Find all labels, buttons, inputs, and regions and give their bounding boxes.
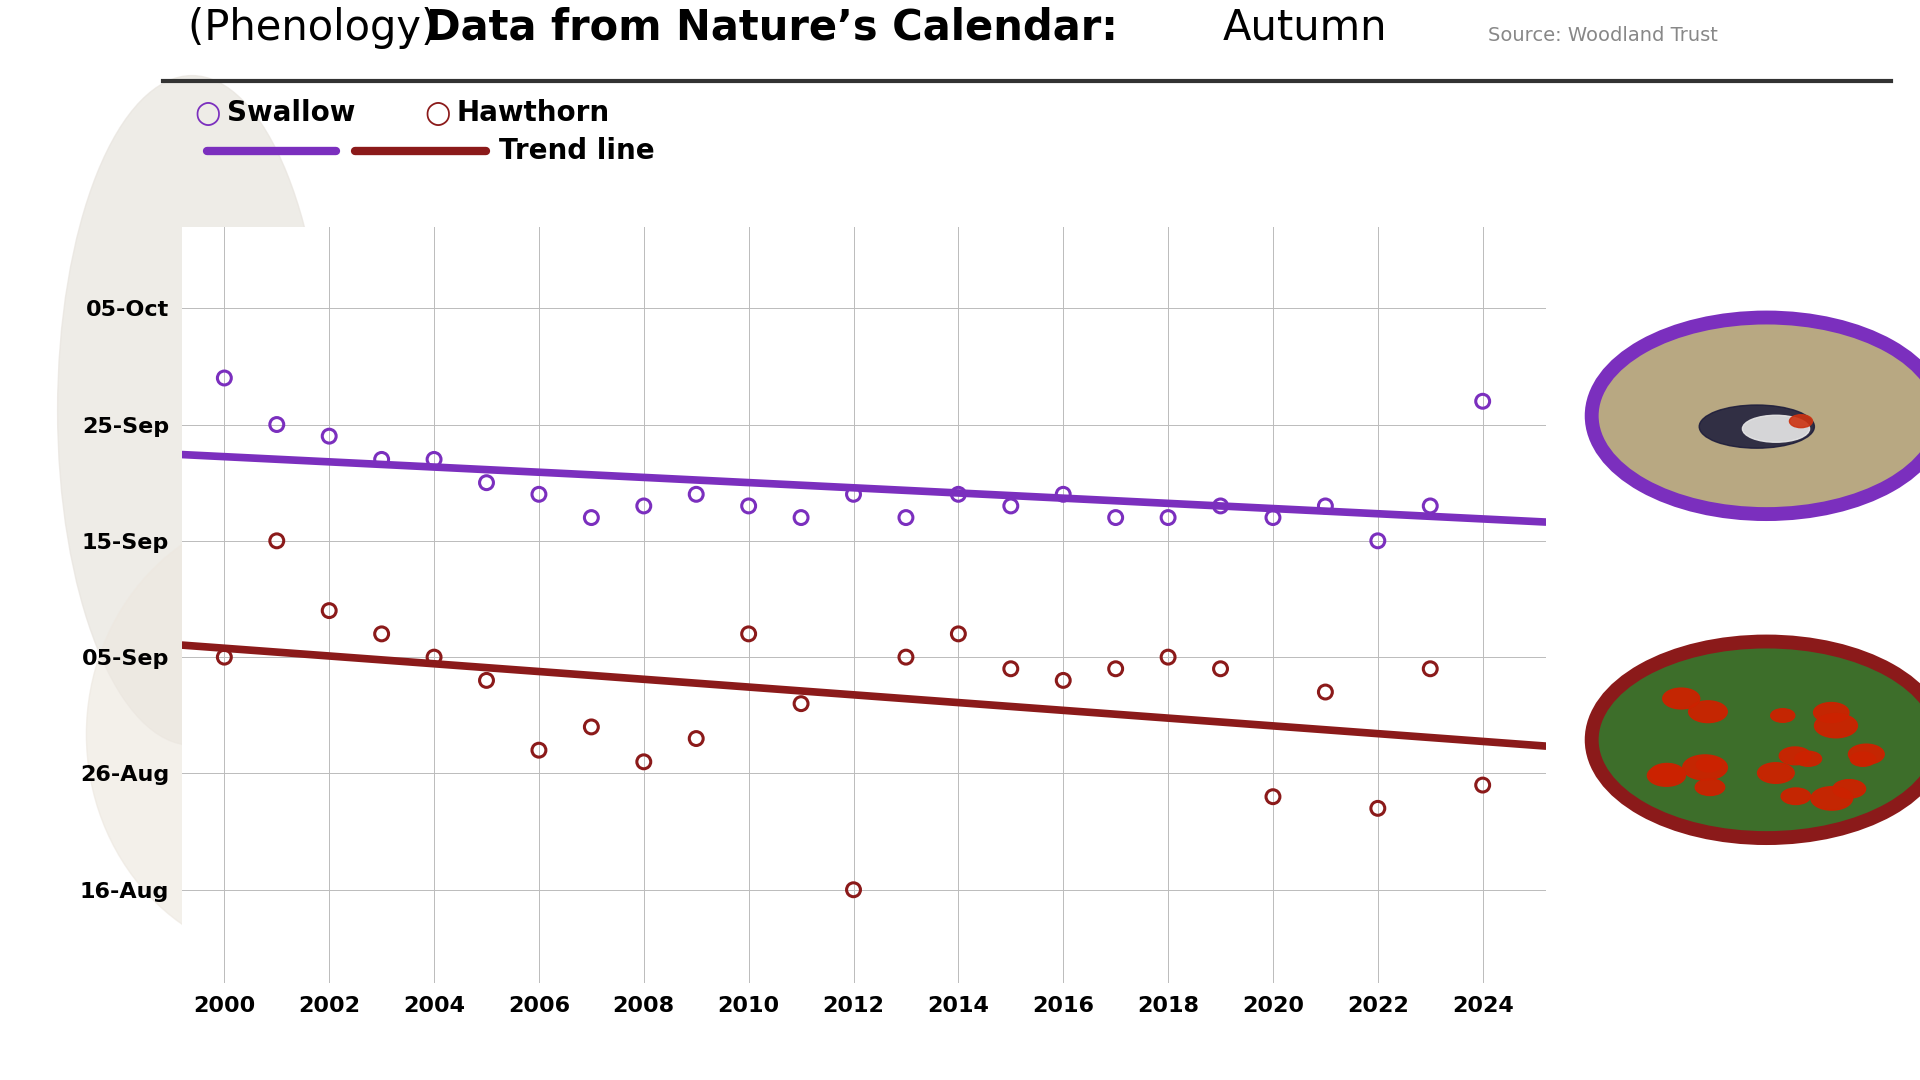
Point (995, 497, 1025, 514)
Point (261, 532, 292, 550)
Point (995, 660, 1025, 677)
Text: Data from Nature’s Calendar:: Data from Nature’s Calendar: (426, 6, 1133, 49)
Point (313, 428, 344, 445)
Text: Hawthorn: Hawthorn (457, 99, 611, 127)
Point (1309, 684, 1340, 701)
Point (785, 696, 816, 713)
Point (682, 486, 712, 503)
Text: (Phenology): (Phenology) (188, 6, 451, 49)
Point (1206, 497, 1236, 514)
Point (470, 672, 501, 689)
Point (839, 486, 870, 503)
Point (1048, 672, 1079, 689)
Point (1152, 509, 1183, 526)
Point (470, 474, 501, 491)
Point (576, 509, 607, 526)
Point (367, 450, 397, 468)
Point (209, 648, 240, 665)
Point (682, 730, 712, 747)
Point (1258, 788, 1288, 806)
Text: ○: ○ (424, 99, 451, 127)
Point (524, 486, 555, 503)
Point (891, 648, 922, 665)
Point (209, 369, 240, 387)
Text: ○: ○ (194, 99, 221, 127)
Point (1206, 660, 1236, 677)
Point (1100, 660, 1131, 677)
Point (524, 742, 555, 759)
Point (891, 509, 922, 526)
Point (733, 625, 764, 643)
Text: Source: Woodland Trust: Source: Woodland Trust (1488, 26, 1718, 45)
Point (733, 497, 764, 514)
Text: Swallow: Swallow (227, 99, 355, 127)
Text: Trend line: Trend line (499, 137, 655, 165)
Point (1309, 497, 1340, 514)
Point (943, 625, 973, 643)
Point (419, 648, 449, 665)
Point (1415, 660, 1446, 677)
Point (839, 881, 870, 899)
Text: Autumn: Autumn (1223, 6, 1388, 49)
Point (367, 625, 397, 643)
Point (1363, 799, 1394, 816)
Point (1152, 648, 1183, 665)
Point (419, 450, 449, 468)
Point (1363, 532, 1394, 550)
Point (313, 602, 344, 619)
Point (1467, 777, 1498, 794)
Point (628, 753, 659, 770)
Point (1048, 486, 1079, 503)
Point (1467, 393, 1498, 410)
Point (943, 486, 973, 503)
Point (261, 416, 292, 433)
Point (785, 509, 816, 526)
Point (1100, 509, 1131, 526)
Point (1258, 509, 1288, 526)
Point (1415, 497, 1446, 514)
Point (628, 497, 659, 514)
Point (576, 718, 607, 735)
